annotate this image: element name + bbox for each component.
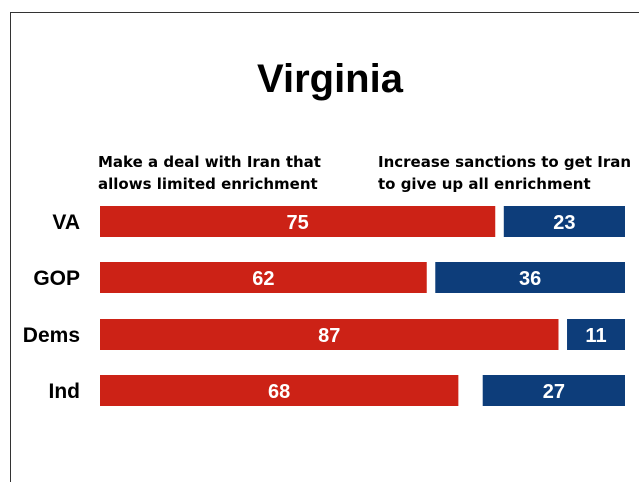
row-dems: Dems 87 11 — [23, 319, 625, 350]
bar-sanctions-ind — [482, 375, 625, 406]
data-label-deal: 75 — [287, 212, 309, 234]
category-label: VA — [52, 211, 80, 234]
series-header-2-line-1: Increase sanctions to get Iran — [378, 153, 631, 171]
series-header-1-line-2: allows limited enrichment — [98, 175, 318, 193]
bar-deal-gop — [100, 262, 427, 293]
category-label: Ind — [49, 380, 81, 403]
row-gop: GOP 62 36 — [33, 262, 625, 293]
category-label: GOP — [33, 267, 80, 290]
data-label-sanctions: 11 — [585, 325, 606, 347]
data-label-deal: 68 — [268, 381, 290, 403]
data-label-sanctions: 27 — [543, 381, 565, 403]
category-label: Dems — [23, 324, 80, 347]
bar-sanctions-va — [503, 206, 625, 237]
row-va: VA 75 23 — [52, 206, 625, 237]
data-label-deal: 87 — [318, 325, 340, 347]
bar-sanctions-gop — [435, 262, 625, 293]
bar-deal-ind — [100, 375, 459, 406]
bar-deal-va — [100, 206, 496, 237]
series-header-2-line-2: to give up all enrichment — [378, 175, 591, 193]
bar-deal-dems — [100, 319, 559, 350]
chart-rows: VA 75 23 GOP 62 36 Dems 87 11 Ind 68 27 — [23, 206, 625, 406]
chart-title: Virginia — [257, 57, 404, 101]
data-label-sanctions: 23 — [553, 212, 575, 234]
series-headers: Make a deal with Iran that allows limited… — [98, 153, 631, 193]
row-ind: Ind 68 27 — [49, 375, 625, 406]
series-header-1-line-1: Make a deal with Iran that — [98, 153, 321, 171]
data-label-sanctions: 36 — [519, 268, 541, 290]
chart-frame — [10, 12, 639, 482]
bar-sanctions-dems — [567, 319, 625, 350]
data-label-deal: 62 — [252, 268, 274, 290]
